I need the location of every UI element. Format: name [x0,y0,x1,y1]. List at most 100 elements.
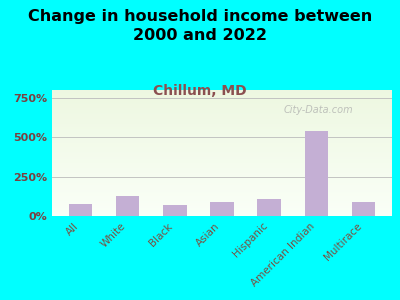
Bar [52,98,392,99]
Bar [52,188,392,190]
Bar [52,168,392,170]
Bar [52,135,392,136]
Bar [52,101,392,103]
Bar [52,153,392,154]
Bar [52,106,392,108]
Bar [52,123,392,124]
Bar [52,151,392,152]
Bar [52,110,392,111]
Bar [52,122,392,123]
Bar [52,160,392,162]
Text: Change in household income between
2000 and 2022: Change in household income between 2000 … [28,9,372,43]
Bar [52,212,392,214]
Bar [52,147,392,148]
Bar [52,136,392,138]
Bar [52,142,392,143]
Bar [52,190,392,191]
Bar [52,144,392,145]
Bar [52,118,392,119]
Bar [52,177,392,178]
Bar [52,158,392,159]
Bar [52,99,392,100]
Bar [68,204,92,216]
Bar [52,207,392,208]
Bar [52,138,392,139]
Bar [52,191,392,192]
Bar [52,181,392,182]
Bar [52,196,392,197]
Bar [52,152,392,153]
Bar [52,116,392,118]
Bar [52,103,392,104]
Bar [52,182,392,183]
Bar [52,91,392,92]
Bar [52,94,392,95]
Bar [52,108,392,109]
Bar [305,131,328,216]
Bar [52,183,392,184]
Bar [52,157,392,158]
Bar [52,214,392,215]
Bar [52,132,392,133]
Bar [52,184,392,186]
Bar [52,119,392,120]
Bar [52,205,392,206]
Bar [52,173,392,174]
Bar [52,134,392,135]
Bar [52,115,392,116]
Bar [52,201,392,202]
Text: City-Data.com: City-Data.com [283,105,353,115]
Bar [52,215,392,216]
Bar [52,186,392,187]
Bar [52,149,392,151]
Bar [52,211,392,212]
Bar [52,139,392,140]
Bar [52,164,392,166]
Bar [52,187,392,188]
Bar [52,154,392,155]
Bar [52,92,392,94]
Bar [52,208,392,210]
Bar [52,105,392,106]
Bar [52,169,392,171]
Bar [52,146,392,147]
Bar [52,128,392,129]
Bar [52,203,392,205]
Bar [52,167,392,168]
Bar [52,111,392,113]
Bar [52,197,392,198]
Bar [52,178,392,179]
Bar [52,113,392,114]
Bar [52,192,392,193]
Bar [52,193,392,195]
Bar [52,198,392,200]
Bar [52,166,392,167]
Bar [52,129,392,130]
Bar [52,140,392,142]
Bar [52,210,392,211]
Bar [52,96,392,98]
Bar [52,172,392,173]
Bar [52,130,392,132]
Bar [52,148,392,149]
Text: Chillum, MD: Chillum, MD [153,84,247,98]
Bar [52,174,392,176]
Bar [52,179,392,181]
Bar [52,109,392,110]
Bar [52,171,392,172]
Bar [52,120,392,122]
Bar [52,100,392,101]
Bar [52,195,392,196]
Bar [52,114,392,115]
Bar [210,202,234,216]
Bar [52,125,392,127]
Bar [52,104,392,105]
Bar [52,143,392,144]
Bar [163,205,186,216]
Bar [52,124,392,125]
Bar [52,162,392,163]
Bar [52,127,392,128]
Bar [52,202,392,203]
Bar [52,155,392,157]
Bar [352,202,376,216]
